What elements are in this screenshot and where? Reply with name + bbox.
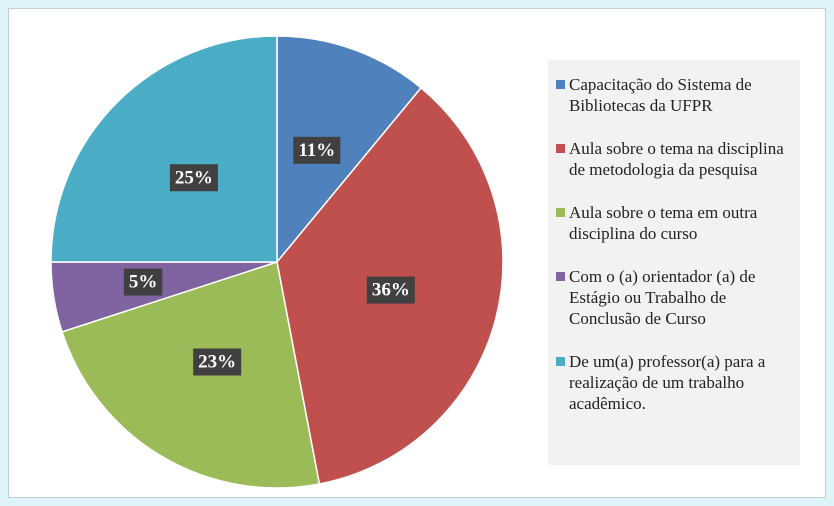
legend-swatch bbox=[556, 272, 565, 281]
data-label-box bbox=[123, 268, 163, 296]
data-label-box bbox=[293, 136, 341, 164]
legend-label: De um(a) professor(a) para a realização … bbox=[569, 352, 766, 413]
data-label: 11% bbox=[293, 136, 341, 164]
data-label-text: 5% bbox=[129, 272, 158, 293]
legend-swatch bbox=[556, 357, 565, 366]
pie-slice bbox=[276, 35, 423, 265]
legend-swatch bbox=[556, 208, 565, 217]
data-label-text: 36% bbox=[372, 280, 410, 301]
data-label: 36% bbox=[366, 276, 415, 304]
pie-slice bbox=[50, 35, 278, 263]
legend: Capacitação do Sistema de Bibliotecas da… bbox=[548, 60, 800, 465]
pie-slice bbox=[61, 261, 321, 489]
legend-label: Aula sobre o tema na disciplina de metod… bbox=[569, 139, 784, 179]
data-label-text: 23% bbox=[198, 352, 236, 373]
data-label: 5% bbox=[123, 268, 163, 296]
legend-label: Com o (a) orientador (a) de Estágio ou T… bbox=[569, 267, 756, 328]
data-label-box bbox=[193, 348, 242, 376]
legend-swatch bbox=[556, 144, 565, 153]
data-label: 23% bbox=[193, 348, 242, 376]
legend-item: De um(a) professor(a) para a realização … bbox=[556, 351, 792, 414]
data-label-text: 25% bbox=[175, 167, 213, 188]
legend-item: Aula sobre o tema em outra disciplina do… bbox=[556, 202, 792, 244]
data-label-box bbox=[366, 276, 415, 304]
data-label: 25% bbox=[169, 164, 218, 192]
legend-label: Aula sobre o tema em outra disciplina do… bbox=[569, 203, 758, 243]
data-label-box bbox=[169, 164, 218, 192]
legend-item: Com o (a) orientador (a) de Estágio ou T… bbox=[556, 266, 792, 329]
legend-item: Capacitação do Sistema de Bibliotecas da… bbox=[556, 74, 792, 116]
legend-label: Capacitação do Sistema de Bibliotecas da… bbox=[569, 75, 752, 115]
legend-swatch bbox=[556, 80, 565, 89]
legend-item: Aula sobre o tema na disciplina de metod… bbox=[556, 138, 792, 180]
data-label-text: 11% bbox=[298, 140, 335, 161]
